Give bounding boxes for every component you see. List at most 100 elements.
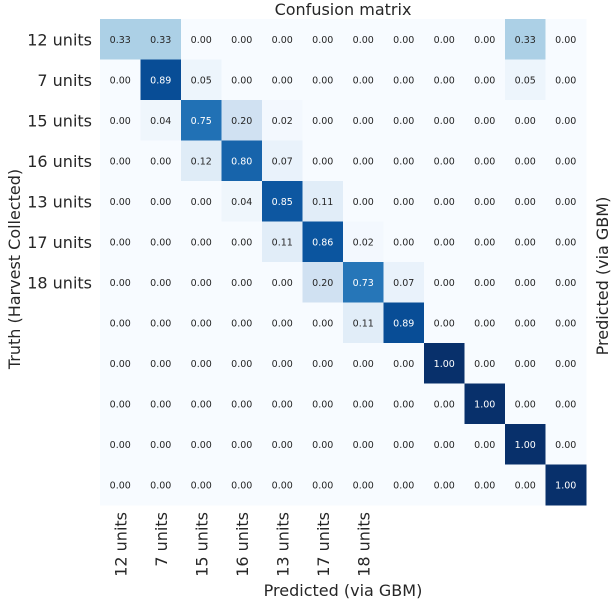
heatmap-cell-6-6 <box>343 262 384 303</box>
heatmap-cell-0-8 <box>424 19 465 60</box>
cell-value-label: 0.00 <box>312 116 333 127</box>
cell-value-label: 0.00 <box>110 197 131 208</box>
heatmap-cell-7-11 <box>545 302 587 344</box>
heatmap-cell-2-1 <box>140 100 182 141</box>
heatmap-cell-5-2 <box>181 221 222 263</box>
cell-value-label: 0.00 <box>353 480 374 491</box>
heatmap-cell-5-5 <box>302 221 344 263</box>
cell-value-label: 0.00 <box>353 156 374 167</box>
cell-value-label: 0.00 <box>474 278 495 289</box>
cell-value-label: 0.00 <box>474 480 495 491</box>
cell-value-label: 0.00 <box>231 440 252 451</box>
cell-value-label: 0.00 <box>272 480 293 491</box>
cell-value-label: 0.00 <box>434 440 455 451</box>
heatmap-cell-0-6 <box>343 19 384 60</box>
cell-value-label: 1.00 <box>474 399 495 410</box>
cell-value-label: 0.89 <box>393 318 414 329</box>
heatmap-cell-2-5 <box>302 100 344 141</box>
heatmap-cell-9-8 <box>424 383 465 425</box>
heatmap-cell-8-5 <box>302 343 344 384</box>
heatmap-cell-4-11 <box>545 181 587 222</box>
x-tick-label: 17 units <box>314 512 333 577</box>
heatmap-cell-3-5 <box>302 140 344 182</box>
heatmap-cell-5-9 <box>464 221 506 263</box>
cell-value-label: 0.73 <box>353 278 374 289</box>
heatmap-cell-8-4 <box>262 343 303 384</box>
cell-value-label: 0.07 <box>393 278 414 289</box>
cell-value-label: 0.00 <box>150 440 171 451</box>
cell-value-label: 0.00 <box>353 75 374 86</box>
heatmap-cell-1-8 <box>424 59 465 101</box>
cell-value-label: 0.00 <box>191 318 212 329</box>
cell-value-label: 0.00 <box>515 399 536 410</box>
heatmap-cell-11-1 <box>140 464 182 506</box>
heatmap-cell-3-0 <box>100 140 141 182</box>
cell-value-label: 0.00 <box>150 359 171 370</box>
heatmap-cell-11-3 <box>221 464 263 506</box>
cell-value-label: 0.00 <box>393 156 414 167</box>
heatmap-cell-7-3 <box>221 302 263 344</box>
cell-value-label: 0.00 <box>474 156 495 167</box>
heatmap-cell-10-8 <box>424 424 465 465</box>
heatmap-cell-10-9 <box>464 424 506 465</box>
cell-value-label: 0.00 <box>515 278 536 289</box>
heatmap-cell-8-3 <box>221 343 263 384</box>
heatmap-cell-3-6 <box>343 140 384 182</box>
cell-value-label: 0.00 <box>150 197 171 208</box>
cell-value-label: 0.86 <box>312 237 333 248</box>
cell-value-label: 0.04 <box>150 116 171 127</box>
heatmap-cell-7-4 <box>262 302 303 344</box>
cell-value-label: 0.00 <box>110 318 131 329</box>
heatmap-cell-2-7 <box>383 100 425 141</box>
cell-value-label: 0.11 <box>353 318 374 329</box>
cell-value-label: 0.00 <box>474 359 495 370</box>
cell-value-label: 0.11 <box>272 237 293 248</box>
heatmap-cell-8-9 <box>464 343 506 384</box>
cell-value-label: 0.00 <box>393 480 414 491</box>
heatmap-cell-0-7 <box>383 19 425 60</box>
heatmap-cell-0-3 <box>221 19 263 60</box>
x-tick-label: 15 units <box>192 512 211 577</box>
cell-value-label: 0.00 <box>393 440 414 451</box>
heatmap-cell-1-3 <box>221 59 263 101</box>
heatmap-cell-6-8 <box>424 262 465 303</box>
heatmap-cell-4-5 <box>302 181 344 222</box>
x-axis-label: Predicted (via GBM) <box>264 581 423 600</box>
heatmap-cell-3-10 <box>505 140 546 182</box>
cell-value-label: 0.00 <box>555 35 576 46</box>
heatmap-cell-1-4 <box>262 59 303 101</box>
heatmap-cell-6-9 <box>464 262 506 303</box>
cell-value-label: 0.02 <box>353 237 374 248</box>
heatmap-cell-5-7 <box>383 221 425 263</box>
heatmap-cell-5-8 <box>424 221 465 263</box>
heatmap-cell-4-9 <box>464 181 506 222</box>
cell-value-label: 0.33 <box>515 35 536 46</box>
cell-value-label: 0.00 <box>150 318 171 329</box>
heatmap-cell-6-11 <box>545 262 587 303</box>
heatmap-cell-2-3 <box>221 100 263 141</box>
y-tick-label: 17 units <box>27 233 92 252</box>
cell-value-label: 0.00 <box>312 480 333 491</box>
cell-value-label: 0.12 <box>191 156 212 167</box>
y-tick-label: 18 units <box>27 273 92 292</box>
cell-value-label: 0.00 <box>150 399 171 410</box>
cell-value-label: 0.00 <box>110 75 131 86</box>
cell-value-label: 0.00 <box>393 399 414 410</box>
cell-value-label: 1.00 <box>555 480 576 491</box>
cell-value-label: 0.00 <box>272 440 293 451</box>
heatmap-cell-0-11 <box>545 19 587 60</box>
cell-value-label: 0.00 <box>231 480 252 491</box>
cell-value-label: 0.00 <box>231 75 252 86</box>
heatmap-cell-6-1 <box>140 262 182 303</box>
heatmap-cell-7-9 <box>464 302 506 344</box>
y-tick-label: 13 units <box>27 192 92 211</box>
cell-value-label: 0.00 <box>231 359 252 370</box>
heatmap-cell-8-10 <box>505 343 546 384</box>
heatmap-cell-5-10 <box>505 221 546 263</box>
cell-value-label: 0.00 <box>393 116 414 127</box>
heatmap-cell-8-7 <box>383 343 425 384</box>
heatmap-cell-11-6 <box>343 464 384 506</box>
heatmap-cell-0-9 <box>464 19 506 60</box>
heatmap-cell-10-0 <box>100 424 141 465</box>
cell-value-label: 0.00 <box>312 399 333 410</box>
